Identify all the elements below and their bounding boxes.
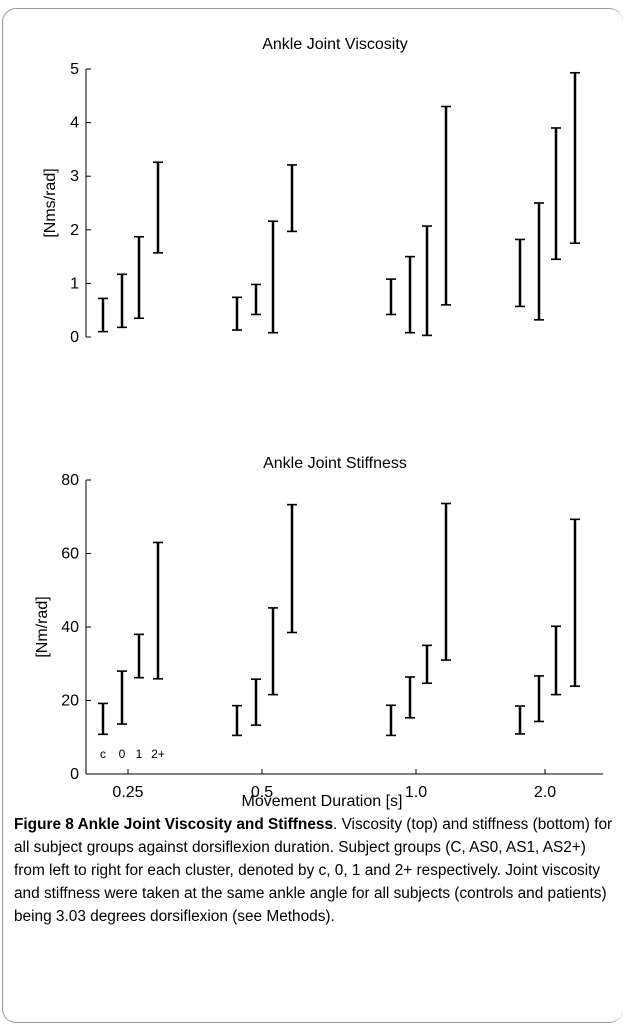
viscosity-error-bar-1-1 (268, 220, 278, 334)
x-tick-label-0: 0.25 (112, 784, 143, 801)
stiffness-y-ticks: 0 20 40 60 80 (61, 472, 91, 783)
viscosity-error-bar-c-3 (515, 238, 525, 308)
x-tick-label-1: 0.5 (251, 784, 273, 801)
stiffness-error-bar-2+-1 (287, 503, 297, 634)
viscosity-error-bar-0-1 (251, 283, 261, 316)
stiffness-error-bar-1-0 (134, 633, 144, 679)
viscosity-y-tick-label-2: 2 (70, 222, 79, 239)
x-tick-label-3: 2.0 (534, 784, 556, 801)
viscosity-y-tick-label-1: 1 (70, 275, 79, 292)
stiffness-y-tick-label-0: 0 (70, 766, 79, 783)
stiffness-error-bar-1-1 (268, 607, 278, 696)
stiffness-error-bars (98, 502, 580, 737)
viscosity-error-bar-1-3 (551, 127, 561, 261)
stiffness-x-ticks: 0.25 0.5 1.0 2.0 (112, 769, 556, 801)
stiffness-error-bar-c-1 (232, 704, 242, 737)
stiffness-error-bar-1-2 (422, 644, 432, 685)
viscosity-y-ticks: 0 1 2 3 4 5 (70, 61, 91, 346)
viscosity-error-bar-0-3 (534, 202, 544, 321)
viscosity-error-bar-c-1 (232, 296, 242, 331)
stiffness-chart: Ankle Joint Stiffness 0 20 40 60 80 0.25 0.5 1… (34, 455, 603, 810)
viscosity-y-tick-label-5: 5 (70, 61, 79, 78)
group-label-2: 1 (136, 747, 143, 761)
viscosity-error-bars (98, 71, 580, 337)
group-label-3: 2+ (151, 747, 165, 761)
figure-frame (2, 8, 623, 1023)
stiffness-error-bar-c-2 (386, 704, 396, 737)
stiffness-error-bar-c-0 (98, 702, 108, 736)
viscosity-y-tick-label-3: 3 (70, 168, 79, 185)
group-label-1: 0 (119, 747, 126, 761)
stiffness-error-bar-0-1 (251, 678, 261, 726)
stiffness-y-tick-label-2: 40 (61, 619, 79, 636)
stiffness-error-bar-2+-3 (570, 518, 580, 687)
caption-title: Figure 8 Ankle Joint Viscosity and Stiff… (14, 816, 334, 833)
figure-caption: Figure 8 Ankle Joint Viscosity and Stiff… (14, 813, 614, 928)
viscosity-error-bar-1-0 (134, 235, 144, 320)
viscosity-y-tick-label-4: 4 (70, 115, 79, 132)
viscosity-error-bar-0-0 (117, 273, 127, 329)
x-tick-label-2: 1.0 (405, 784, 427, 801)
stiffness-error-bar-1-3 (551, 625, 561, 696)
viscosity-chart: Ankle Joint Viscosity 0 1 2 3 4 5 [Nms/rad] (42, 36, 580, 346)
caption-text: . Viscosity (top) and stiffness (bottom)… (14, 816, 613, 925)
group-labels: c 0 1 2+ (100, 747, 165, 761)
viscosity-error-bar-2+-0 (153, 161, 163, 254)
stiffness-error-bar-2+-2 (441, 502, 451, 661)
stiffness-error-bar-0-3 (534, 675, 544, 723)
viscosity-error-bar-2+-1 (287, 164, 297, 233)
viscosity-error-bar-1-2 (422, 225, 432, 337)
viscosity-error-bar-c-2 (386, 278, 396, 316)
stiffness-error-bar-0-0 (117, 670, 127, 725)
stiffness-error-bar-2+-0 (153, 541, 163, 680)
stiffness-y-tick-label-1: 20 (61, 693, 79, 710)
viscosity-error-bar-0-2 (405, 255, 415, 334)
stiffness-chart-title: Ankle Joint Stiffness (263, 455, 407, 472)
stiffness-y-axis-label: [Nm/rad] (34, 596, 51, 657)
viscosity-y-tick-label-0: 0 (70, 329, 79, 346)
group-label-0: c (100, 747, 106, 761)
stiffness-y-tick-label-4: 80 (61, 472, 79, 489)
viscosity-chart-title: Ankle Joint Viscosity (262, 36, 408, 53)
viscosity-error-bar-c-0 (98, 297, 108, 333)
stiffness-error-bar-c-3 (515, 705, 525, 735)
stiffness-y-tick-label-3: 60 (61, 546, 79, 563)
viscosity-error-bar-2+-2 (441, 105, 451, 306)
viscosity-y-axis-label: [Nms/rad] (42, 168, 59, 237)
stiffness-x-axis-label: Movement Duration [s] (242, 793, 403, 810)
stiffness-error-bar-0-2 (405, 676, 415, 719)
viscosity-error-bar-2+-3 (570, 71, 580, 244)
